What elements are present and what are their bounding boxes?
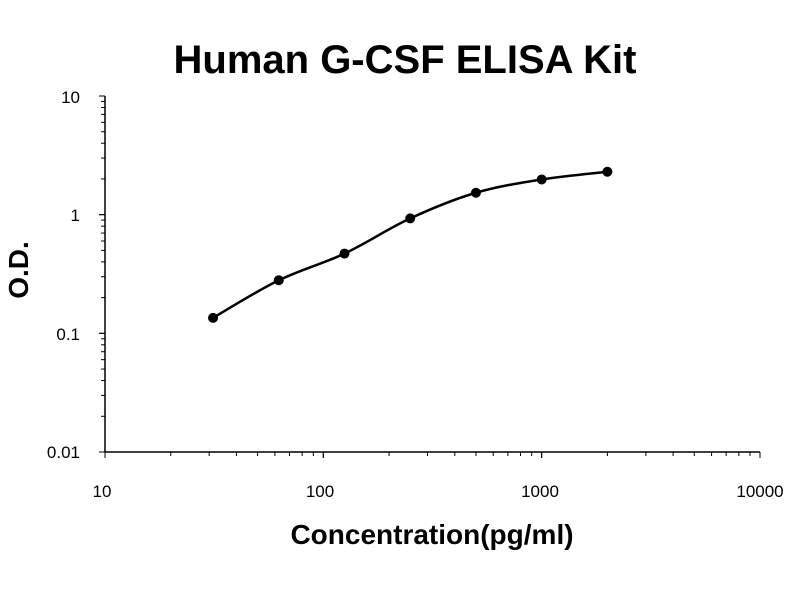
y-tick-label: 0.1 xyxy=(56,325,80,344)
chart-title: Human G-CSF ELISA Kit xyxy=(174,38,637,82)
x-tick-label: 100 xyxy=(306,482,334,501)
x-tick-label: 10 xyxy=(93,482,112,501)
axes xyxy=(104,96,760,453)
x-tick-label: 10000 xyxy=(736,482,783,501)
x-axis-label: Concentration(pg/ml) xyxy=(290,519,573,550)
data-point xyxy=(273,275,284,286)
data-point xyxy=(536,174,547,185)
ticks xyxy=(99,95,761,458)
plot-area xyxy=(208,166,613,323)
fit-curve xyxy=(212,170,608,319)
data-point xyxy=(339,248,350,259)
data-point xyxy=(470,187,481,198)
data-point xyxy=(405,213,416,224)
tick-labels: 10 1 0.1 0.01 10 100 1000 10000 xyxy=(47,88,784,501)
y-tick-label: 0.01 xyxy=(47,443,80,462)
x-tick-label: 1000 xyxy=(521,482,559,501)
data-point xyxy=(208,312,219,323)
y-tick-label: 10 xyxy=(61,88,80,107)
data-point xyxy=(602,166,613,177)
y-tick-label: 1 xyxy=(71,206,80,225)
y-axis-label: O.D. xyxy=(3,241,34,299)
